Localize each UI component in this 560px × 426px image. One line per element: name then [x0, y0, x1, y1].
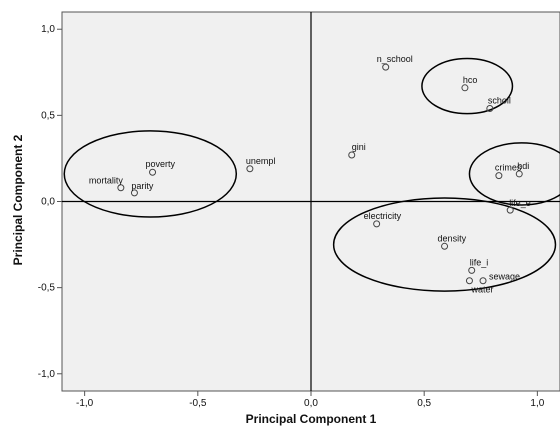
axis-ticks: -1,0 -0,5 0,0 0,5 1,0 -1,0 -0,5 0,0 0,5 1,0	[38, 24, 545, 409]
cluster-ellipse	[332, 197, 557, 292]
x-tick-label: -0,5	[189, 398, 207, 409]
y-tick-label: -1,0	[38, 369, 56, 380]
y-tick-label: 0,5	[41, 110, 55, 121]
point-label: gini	[352, 142, 366, 152]
cluster-ellipse	[63, 130, 238, 218]
y-tick-label: 1,0	[41, 24, 55, 35]
point-label: density	[438, 233, 467, 243]
point-label: parity	[131, 181, 154, 191]
point-label: hdi	[517, 161, 529, 171]
point-label: sewage	[489, 272, 520, 282]
x-tick-label: -1,0	[76, 398, 94, 409]
point-label: mortality	[89, 176, 124, 186]
point-marker	[468, 266, 476, 274]
point-marker	[441, 242, 449, 250]
point-label: unempl	[246, 156, 276, 166]
point-marker	[479, 277, 487, 285]
point-label: life_i	[470, 257, 489, 267]
point-label: poverty	[146, 159, 176, 169]
point-marker	[515, 170, 523, 178]
x-axis-title: Principal Component 1	[246, 412, 377, 426]
point-marker	[348, 151, 356, 159]
point-label: crimes	[495, 163, 522, 173]
cluster-ellipse	[468, 142, 560, 206]
point-marker	[495, 172, 503, 180]
point-marker	[149, 168, 157, 176]
point-label: life_e	[509, 198, 531, 208]
x-tick-label: 0,0	[304, 398, 318, 409]
cluster-ellipse	[421, 57, 514, 115]
point-marker	[486, 104, 494, 112]
point-marker	[382, 63, 390, 71]
point-marker	[506, 206, 514, 214]
point-marker	[117, 184, 125, 192]
reference-lines	[62, 12, 560, 391]
point-label: scholl	[488, 95, 511, 105]
point-marker	[130, 189, 138, 197]
point-label: n_school	[377, 54, 413, 64]
point-marker	[246, 165, 254, 173]
point-label: water	[470, 285, 493, 295]
point-label: electricity	[364, 211, 402, 221]
x-tick-label: 1,0	[530, 398, 544, 409]
point-marker	[461, 84, 469, 92]
point-label: hco	[463, 75, 478, 85]
point-marker	[373, 220, 381, 228]
cluster-ellipses	[63, 57, 560, 292]
y-axis-title: Principal Component 2	[11, 134, 25, 265]
y-tick-label: 0,0	[41, 197, 55, 208]
point-marker	[465, 277, 473, 285]
y-tick-label: -0,5	[38, 283, 56, 294]
x-tick-label: 0,5	[417, 398, 431, 409]
